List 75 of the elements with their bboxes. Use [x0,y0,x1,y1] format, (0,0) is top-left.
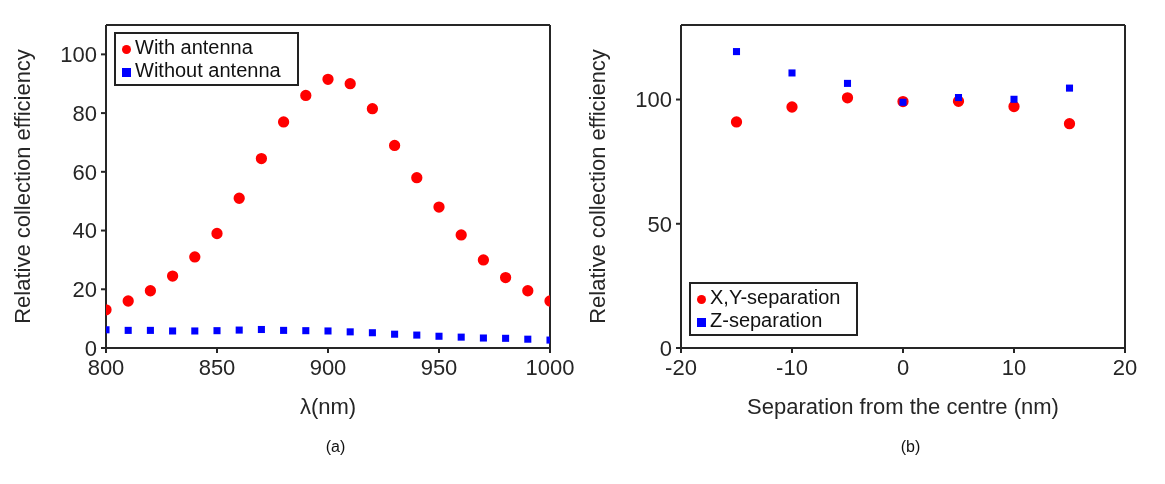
y-axis-title: Relative collection efficiency [584,49,610,324]
point [455,229,467,241]
x-tick-label: 950 [420,354,458,380]
y-tick-label: 40 [72,218,97,244]
legend-label: Without antenna [135,59,281,81]
x-tick-label: 10 [1001,354,1027,380]
y-tick-label: 20 [72,277,97,303]
point [433,201,445,213]
point [499,271,512,284]
y-tick-label: 100 [635,87,672,113]
point [1065,84,1074,92]
point [502,334,510,342]
point [477,254,490,266]
legend-label: Z-separation [710,309,823,331]
point [233,192,245,204]
point [388,139,401,152]
point [1063,118,1076,130]
point [411,172,423,184]
point [479,334,487,342]
x-tick-label: 20 [1112,354,1138,380]
point [324,327,332,335]
point [144,285,157,297]
point [302,327,310,335]
point [122,295,134,307]
point [522,285,534,297]
point [346,328,354,336]
point [954,94,963,102]
point [124,326,132,334]
x-tick-label: -10 [776,354,808,380]
y-tick-label: 60 [72,159,97,185]
point [435,332,443,340]
point [191,327,199,335]
point [732,48,741,56]
point [277,116,290,128]
point [843,79,852,87]
point [391,330,399,338]
point [366,103,379,115]
point [524,335,532,343]
x-tick-label: 850 [198,354,236,380]
point [344,78,356,90]
point [255,152,268,165]
point [413,331,421,339]
point [457,333,465,341]
point [322,73,334,85]
point [166,270,179,282]
point [730,116,743,128]
point [368,329,376,337]
legend-label: With antenna [135,36,253,58]
text: (b) [899,438,922,456]
point [280,326,288,334]
point [213,327,221,335]
point [211,227,223,240]
point [1010,95,1018,103]
point [841,92,854,104]
x-tick-label: 900 [309,354,347,380]
point [189,251,201,263]
y-tick-label: 100 [60,42,97,68]
point [300,89,312,102]
legend-label: X,Y-separation [710,286,841,308]
x-tick-label: 1000 [525,354,575,380]
x-axis-title: Separation from the centre (nm) [747,394,1059,419]
point [235,326,243,334]
point [257,325,265,334]
y-axis-title: Relative collection efficiency [9,49,35,324]
y-tick-label: 80 [72,100,97,126]
x-tick-label: 0 [896,354,910,380]
point [169,327,177,335]
text: (a) [324,438,347,456]
y-tick-label: 0 [659,335,672,361]
y-tick-label: 50 [647,211,672,237]
y-tick-label: 0 [84,335,97,361]
x-axis-title: λ(nm) [299,394,357,419]
point [146,326,154,334]
point [788,69,796,77]
point [786,101,798,113]
